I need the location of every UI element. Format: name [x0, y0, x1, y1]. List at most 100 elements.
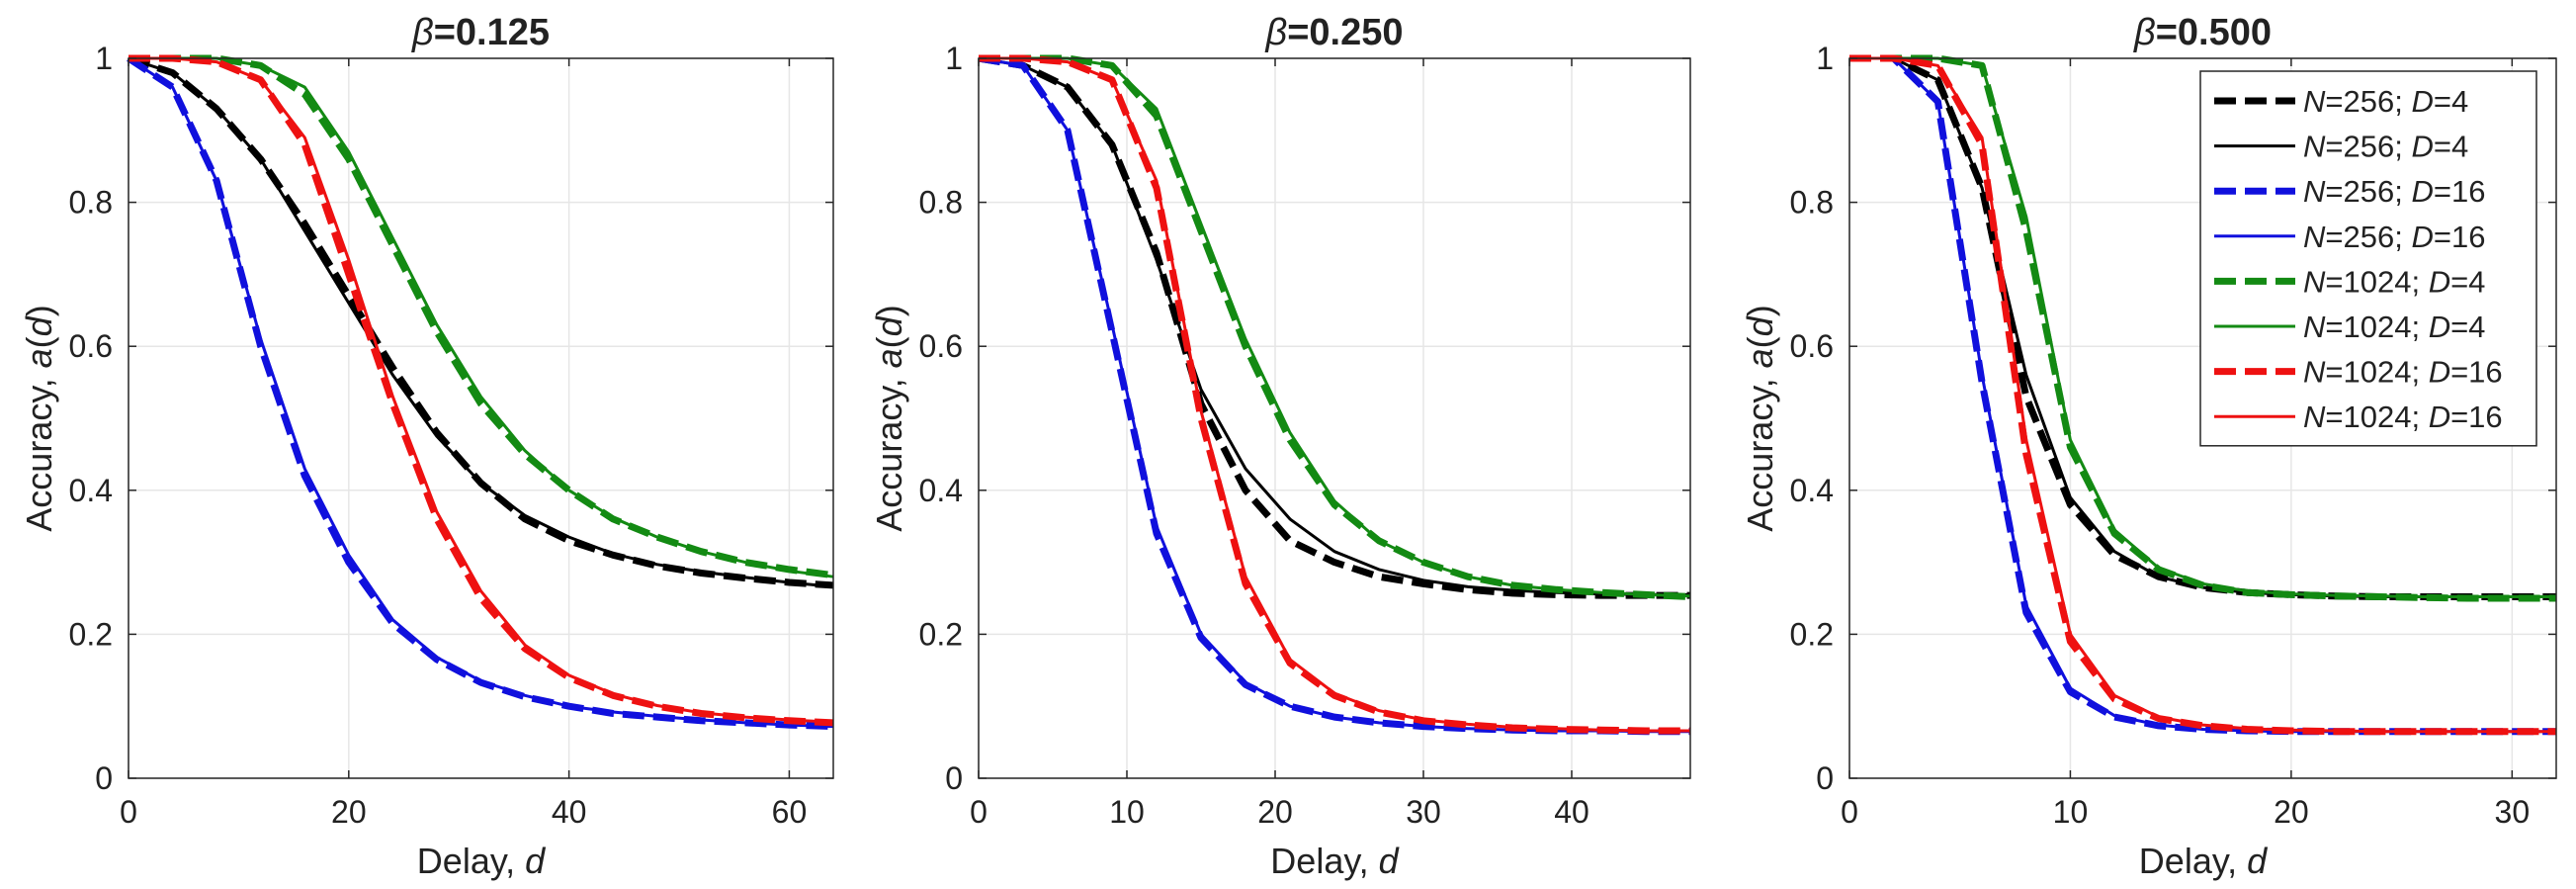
- legend-d-symbol: D: [2411, 130, 2433, 164]
- x-tick-label: 10: [1109, 794, 1145, 830]
- y-axis-label-text: Accuracy,: [19, 368, 59, 531]
- x-axis-label-var: d: [525, 841, 546, 881]
- legend-entry-label: N=256; D=4: [2303, 84, 2468, 119]
- series-line-6: [979, 56, 1691, 598]
- x-tick-label: 0: [1841, 794, 1858, 830]
- y-tick-label: 0.8: [1790, 185, 1834, 221]
- y-tick-label: 0.4: [69, 473, 113, 508]
- legend-n-value: =1024;: [2325, 310, 2428, 344]
- x-tick-label: 30: [2495, 794, 2531, 830]
- x-tick-label: 0: [120, 794, 137, 830]
- y-tick-label: 0: [1816, 760, 1834, 796]
- series-line-2: [128, 56, 834, 588]
- series-line-6: [1849, 56, 2556, 598]
- legend-n-value: =256;: [2325, 130, 2411, 164]
- legend-n-symbol: N: [2303, 220, 2326, 254]
- legend: N=256; D=4N=256; D=4N=256; D=16N=256; D=…: [2199, 70, 2537, 447]
- legend-d-symbol: D: [2411, 174, 2433, 209]
- legend-entry-label: N=256; D=16: [2303, 220, 2485, 254]
- y-axis-label-paren: ): [1740, 305, 1780, 316]
- series-line-5: [979, 54, 1691, 600]
- legend-n-symbol: N: [2303, 264, 2326, 299]
- legend-n-value: =1024;: [2325, 400, 2428, 434]
- series-line-8: [979, 56, 1690, 733]
- legend-box: [2199, 70, 2537, 447]
- y-tick-label: 0.6: [919, 328, 963, 364]
- y-axis-label-var: a: [869, 348, 909, 368]
- axes-frame: [978, 57, 1691, 779]
- panel-title: β=0.500: [2133, 12, 2272, 53]
- legend-d-value: =4: [2450, 264, 2485, 299]
- y-tick-label: 0.6: [69, 328, 113, 364]
- y-tick-label: 0: [95, 760, 113, 796]
- y-axis-label-paren-var: d: [869, 315, 909, 336]
- x-axis-label-var: d: [1379, 841, 1400, 881]
- title-beta-value: =0.250: [1287, 12, 1403, 53]
- title-beta-symbol: β: [411, 12, 434, 53]
- legend-entry-label: N=256; D=16: [2303, 174, 2485, 209]
- y-tick-label: 0.2: [919, 616, 963, 652]
- y-axis-label-paren-var: d: [19, 315, 59, 336]
- x-tick-label: 30: [1406, 794, 1441, 830]
- legend-n-symbol: N: [2303, 310, 2326, 344]
- y-axis-label-var: a: [1740, 348, 1780, 368]
- legend-n-value: =256;: [2325, 174, 2411, 209]
- x-axis-label: Delay, d: [417, 841, 546, 881]
- legend-n-symbol: N: [2303, 400, 2326, 434]
- plot-area: [129, 58, 833, 778]
- title-beta-value: =0.500: [2156, 12, 2272, 53]
- legend-d-value: =4: [2434, 84, 2468, 119]
- y-axis-label: Accuracy, a(d): [1740, 305, 1780, 531]
- legend-entry-label: N=1024; D=16: [2303, 355, 2503, 390]
- axes-frame: [128, 57, 834, 779]
- x-axis-label: Delay, d: [1270, 841, 1399, 881]
- y-tick-label: 0.4: [919, 473, 963, 508]
- legend-entry-label: N=1024; D=16: [2303, 400, 2503, 434]
- legend-entry-label: N=1024; D=4: [2303, 264, 2485, 299]
- y-axis-label: Accuracy, a(d): [19, 305, 59, 531]
- legend-d-value: =16: [2434, 174, 2486, 209]
- x-tick-label: 20: [2274, 794, 2309, 830]
- legend-d-symbol: D: [2429, 400, 2450, 434]
- legend-n-value: =256;: [2325, 220, 2411, 254]
- y-axis-label-paren: (: [19, 336, 59, 348]
- y-axis-label-paren: (: [1740, 336, 1780, 348]
- legend-n-value: =1024;: [2325, 264, 2428, 299]
- x-tick-label: 0: [970, 794, 987, 830]
- y-tick-label: 1: [945, 41, 963, 76]
- y-axis-label-paren: (: [869, 336, 909, 348]
- y-axis-label-text: Accuracy,: [869, 368, 909, 531]
- legend-d-value: =16: [2450, 355, 2503, 390]
- y-axis-label-paren-var: d: [1740, 315, 1780, 336]
- legend-d-value: =16: [2450, 400, 2503, 434]
- y-tick-label: 0.6: [1790, 328, 1834, 364]
- legend-d-value: =16: [2434, 220, 2486, 254]
- axes-frame: [1848, 57, 2557, 779]
- legend-d-symbol: D: [2429, 310, 2450, 344]
- legend-n-symbol: N: [2303, 174, 2326, 209]
- legend-n-value: =256;: [2325, 84, 2411, 119]
- series-line-8: [129, 56, 834, 724]
- legend-entry-label: N=256; D=4: [2303, 130, 2468, 164]
- y-tick-label: 0.8: [69, 185, 113, 221]
- y-tick-label: 0.2: [1790, 616, 1834, 652]
- y-tick-label: 1: [95, 41, 113, 76]
- legend-n-value: =1024;: [2325, 355, 2428, 390]
- y-tick-label: 0.4: [1790, 473, 1834, 508]
- x-tick-label: 40: [1554, 794, 1589, 830]
- y-axis-label-var: a: [19, 348, 59, 368]
- x-axis-label-text: Delay,: [417, 841, 525, 881]
- series-line-4: [128, 56, 834, 729]
- legend-d-symbol: D: [2429, 355, 2450, 390]
- y-tick-label: 0.2: [69, 616, 113, 652]
- y-axis-label-text: Accuracy,: [1740, 368, 1780, 531]
- y-tick-label: 1: [1816, 41, 1834, 76]
- legend-n-symbol: N: [2303, 84, 2326, 119]
- y-axis-label-paren: ): [869, 305, 909, 316]
- y-axis-label: Accuracy, a(d): [869, 305, 909, 531]
- legend-d-symbol: D: [2429, 264, 2450, 299]
- series-line-6: [129, 56, 834, 578]
